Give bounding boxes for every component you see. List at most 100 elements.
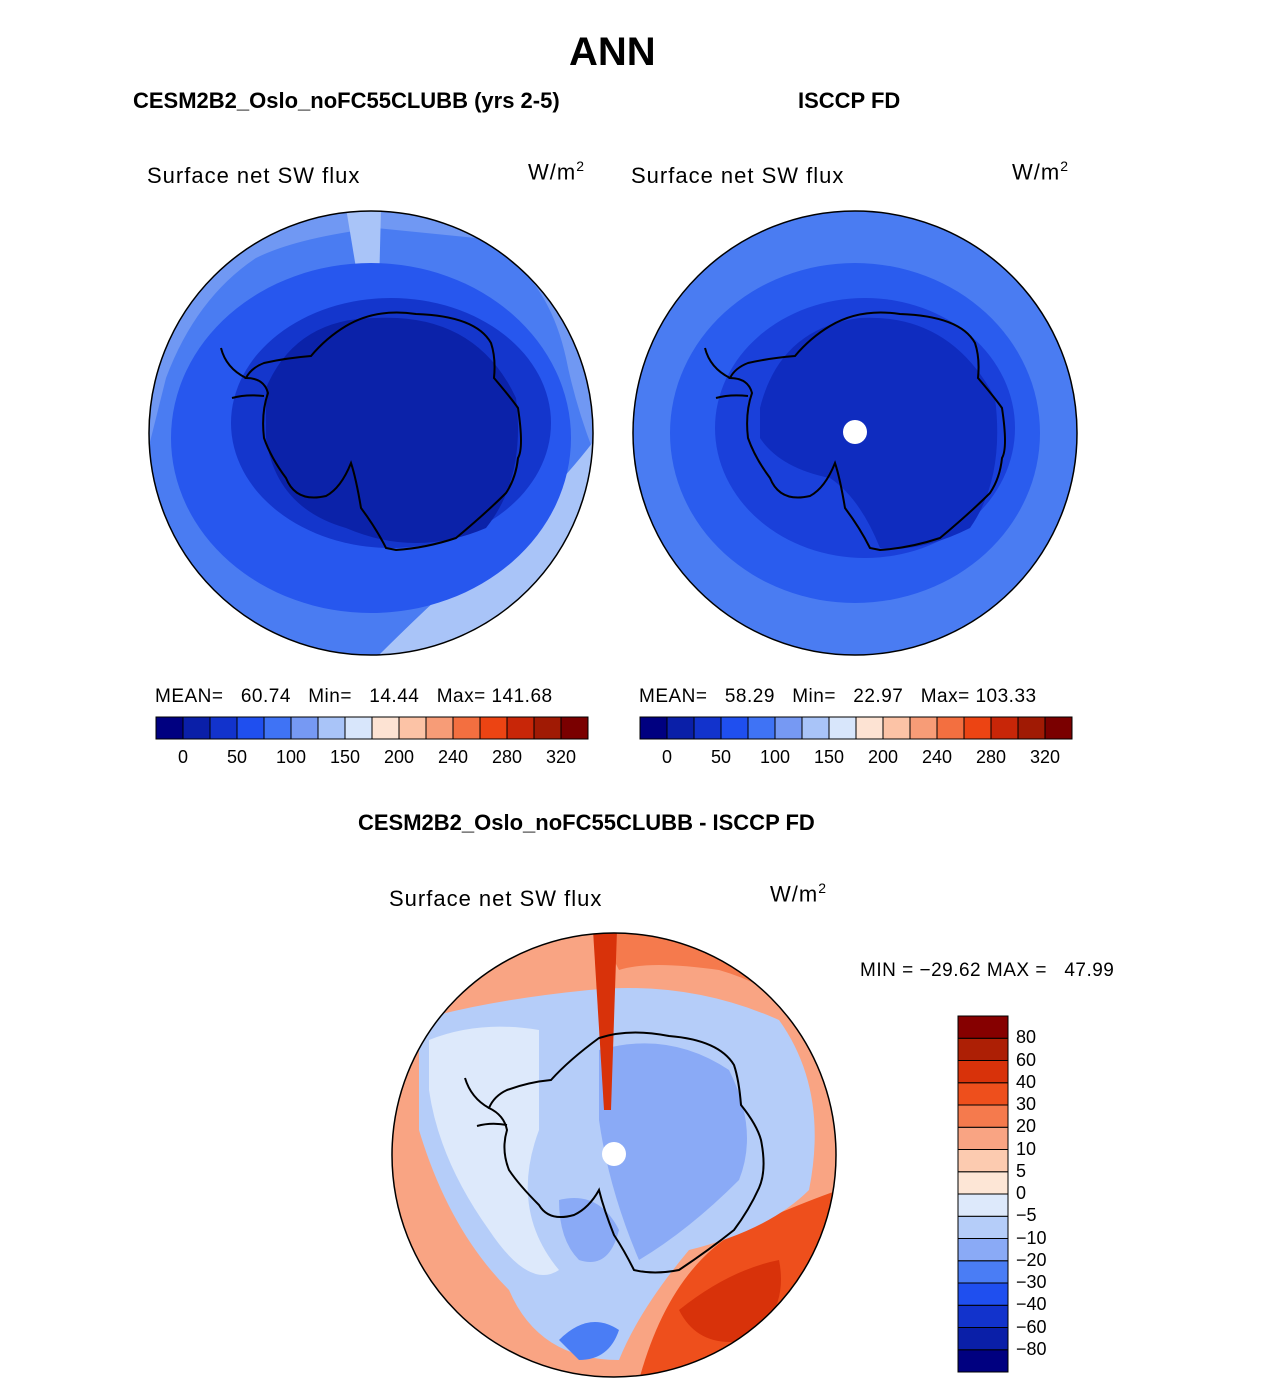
colorbar-tick-label: 0 <box>177 747 188 767</box>
obs-variable-label: Surface net SW flux <box>631 163 845 188</box>
colorbar-swatch <box>560 716 589 740</box>
diff-case-title: CESM2B2_Oslo_noFC55CLUBB - ISCCP FD <box>358 810 815 835</box>
colorbar-tick-label: 150 <box>813 747 845 767</box>
colorbar-swatch <box>693 716 722 740</box>
diff-field-bluebottom <box>559 1322 619 1360</box>
diff-coastline <box>487 1031 765 1274</box>
model-map-border <box>148 210 594 656</box>
colorbar-tick-label: −5 <box>1016 1205 1037 1226</box>
colorbar-tick-label: 0 <box>1016 1183 1027 1203</box>
diff-variable-label: Surface net SW flux <box>389 886 603 911</box>
colorbar-tick-label: 320 <box>1029 747 1061 767</box>
colorbar-swatch <box>398 716 427 740</box>
obs-map-border <box>632 210 1078 656</box>
diff-units-label: W/m2 <box>770 880 827 907</box>
colorbar-swatch <box>344 716 373 740</box>
diff-colorbar <box>957 1015 1009 1373</box>
colorbar-tick-label: −60 <box>1016 1316 1047 1337</box>
colorbar-tick-label: 20 <box>1016 1116 1037 1137</box>
colorbar-swatch <box>957 1082 1009 1106</box>
colorbar-swatch <box>957 1327 1009 1351</box>
obs-pole-hole <box>843 420 867 444</box>
obs-units-label: W/m2 <box>1012 158 1069 185</box>
colorbar-tick-label: 80 <box>1016 1027 1037 1048</box>
colorbar-swatch <box>425 716 454 740</box>
diff-field-blue-interior <box>599 1043 747 1260</box>
diff-field-darkred <box>679 1260 781 1342</box>
diff-stats: MIN = −29.62 MAX = 47.99 <box>860 960 1115 981</box>
colorbar-swatch <box>263 716 292 740</box>
diff-pole-hole <box>602 1142 626 1166</box>
colorbar-swatch <box>957 1349 1009 1373</box>
colorbar-swatch <box>909 716 938 740</box>
colorbar-swatch <box>506 716 535 740</box>
diff-field-pale <box>429 1026 559 1275</box>
model-colorbar <box>155 716 589 740</box>
colorbar-tick-label: −80 <box>1016 1338 1047 1359</box>
colorbar-tick-label: 240 <box>921 747 953 767</box>
colorbar-swatch <box>1044 716 1073 740</box>
model-case-title: CESM2B2_Oslo_noFC55CLUBB (yrs 2-5) <box>133 88 560 113</box>
colorbar-tick-label: 60 <box>1016 1049 1037 1070</box>
colorbar-swatch <box>236 716 265 740</box>
colorbar-swatch <box>936 716 965 740</box>
colorbar-tick-label: 200 <box>383 747 415 767</box>
colorbar-tick-label: −30 <box>1016 1272 1047 1292</box>
diff-map-border <box>391 932 837 1378</box>
colorbar-swatch <box>452 716 481 740</box>
model-peninsula <box>220 347 265 399</box>
obs-field-core <box>760 317 998 549</box>
colorbar-swatch <box>720 716 749 740</box>
colorbar-swatch <box>957 1193 1009 1217</box>
model-stats: MEAN= 60.74 Min= 14.44 Max= 141.68 <box>155 686 553 707</box>
colorbar-tick-label: 280 <box>975 747 1007 767</box>
colorbar-swatch <box>882 716 911 740</box>
colorbar-swatch <box>957 1149 1009 1173</box>
colorbar-swatch <box>957 1215 1009 1239</box>
model-field-core <box>266 317 518 543</box>
colorbar-tick-label: 280 <box>491 747 523 767</box>
model-units-label: W/m2 <box>528 158 585 185</box>
colorbar-swatch <box>290 716 319 740</box>
model-coastline <box>244 311 522 552</box>
colorbar-swatch <box>533 716 562 740</box>
figure-title: ANN <box>569 30 656 74</box>
colorbar-swatch <box>479 716 508 740</box>
colorbar-swatch <box>957 1238 1009 1262</box>
colorbar-swatch <box>666 716 695 740</box>
obs-colorbar <box>639 716 1073 740</box>
colorbar-tick-label: 100 <box>275 747 307 767</box>
colorbar-tick-label: 10 <box>1016 1138 1037 1159</box>
colorbar-swatch <box>182 716 211 740</box>
obs-map <box>632 210 1078 656</box>
colorbar-swatch <box>209 716 238 740</box>
colorbar-swatch <box>855 716 884 740</box>
colorbar-swatch <box>957 1015 1009 1039</box>
colorbar-tick-label: −40 <box>1016 1294 1047 1315</box>
colorbar-swatch <box>639 716 668 740</box>
colorbar-swatch <box>963 716 992 740</box>
diff-field-sector <box>593 933 617 1110</box>
colorbar-tick-label: 240 <box>437 747 469 767</box>
colorbar-swatch <box>957 1304 1009 1328</box>
colorbar-tick-label: 50 <box>226 747 248 767</box>
diff-peninsula <box>464 1077 508 1127</box>
colorbar-swatch <box>1017 716 1046 740</box>
colorbar-swatch <box>774 716 803 740</box>
colorbar-tick-label: 5 <box>1016 1160 1027 1181</box>
colorbar-tick-label: 40 <box>1016 1071 1037 1092</box>
colorbar-tick-label: 50 <box>710 747 732 767</box>
colorbar-swatch <box>957 1060 1009 1084</box>
colorbar-swatch <box>828 716 857 740</box>
colorbar-tick-label: 100 <box>759 747 791 767</box>
colorbar-tick-label: 320 <box>545 747 577 767</box>
obs-coastline <box>728 311 1006 552</box>
colorbar-tick-label: 150 <box>329 747 361 767</box>
obs-stats: MEAN= 58.29 Min= 22.97 Max= 103.33 <box>639 686 1037 707</box>
model-map <box>148 210 594 656</box>
obs-peninsula <box>704 347 749 399</box>
colorbar-swatch <box>957 1171 1009 1195</box>
colorbar-swatch <box>371 716 400 740</box>
colorbar-swatch <box>957 1104 1009 1128</box>
colorbar-swatch <box>747 716 776 740</box>
